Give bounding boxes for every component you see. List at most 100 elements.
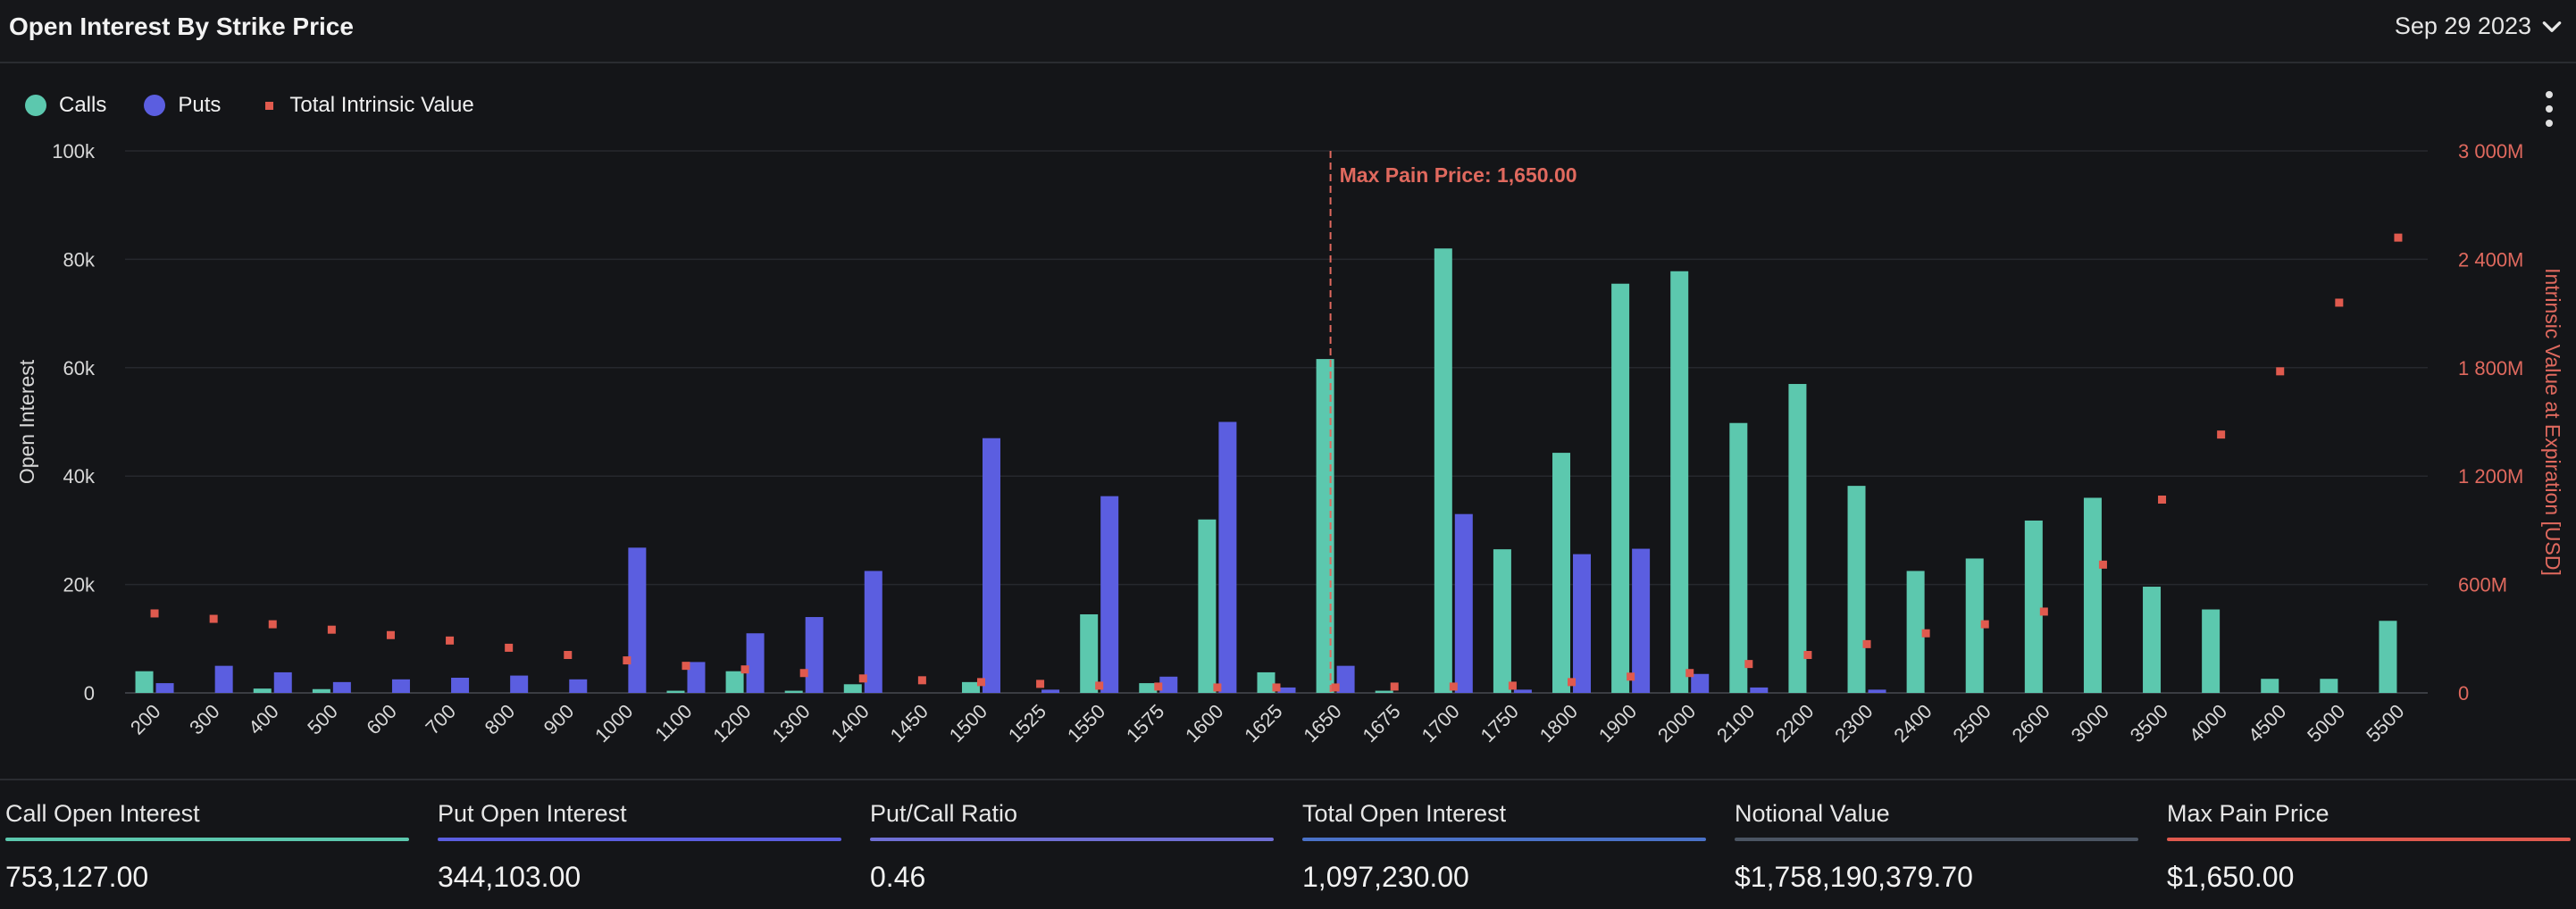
intrinsic-value-point bbox=[327, 625, 336, 634]
stat-label: Total Open Interest bbox=[1302, 800, 1507, 827]
x-tick-label: 1500 bbox=[945, 700, 991, 746]
stat-put-call-ratio: Put/Call Ratio 0.46 bbox=[870, 800, 1274, 894]
calls-bar bbox=[135, 671, 154, 693]
x-tick-label: 1800 bbox=[1535, 700, 1582, 746]
y2-tick-label: 0 bbox=[2458, 682, 2469, 705]
puts-bar bbox=[864, 571, 882, 693]
puts-bar bbox=[1100, 496, 1119, 693]
puts-bar bbox=[1336, 665, 1355, 693]
expiry-date-select[interactable]: Sep 29 2023 bbox=[2395, 13, 2563, 40]
intrinsic-value-point bbox=[1568, 678, 1577, 687]
x-tick-label: 1675 bbox=[1358, 700, 1404, 746]
x-tick-label: 200 bbox=[126, 700, 165, 739]
calls-bar bbox=[1434, 248, 1452, 693]
puts-bar bbox=[1277, 687, 1296, 693]
x-tick-label: 1400 bbox=[827, 700, 874, 746]
calls-bar bbox=[2024, 520, 2043, 693]
puts-bar bbox=[1218, 421, 1237, 693]
calls-bar bbox=[1788, 384, 1807, 693]
calls-bar bbox=[784, 690, 803, 693]
intrinsic-value-point bbox=[2098, 560, 2107, 569]
puts-bar bbox=[628, 547, 647, 693]
summary-stats: Call Open Interest 753,127.00 Put Open I… bbox=[0, 779, 2576, 909]
x-tick-label: 400 bbox=[244, 700, 283, 739]
intrinsic-value-point bbox=[1508, 681, 1517, 690]
chart-menu-button[interactable] bbox=[2542, 91, 2556, 127]
stat-underline bbox=[870, 838, 1274, 841]
intrinsic-value-point bbox=[1744, 660, 1753, 669]
x-tick-label: 1625 bbox=[1240, 700, 1286, 746]
intrinsic-value-point bbox=[799, 669, 808, 678]
intrinsic-value-point bbox=[209, 614, 218, 623]
calls-bar bbox=[2083, 497, 2102, 693]
intrinsic-value-point bbox=[1449, 682, 1458, 691]
stat-underline bbox=[438, 838, 841, 841]
calls-bar bbox=[2202, 609, 2221, 693]
x-tick-label: 1525 bbox=[1004, 700, 1050, 746]
intrinsic-value-point bbox=[1272, 683, 1281, 692]
intrinsic-value-point bbox=[1803, 651, 1812, 660]
intrinsic-value-point bbox=[976, 678, 985, 687]
puts-bar bbox=[1750, 687, 1769, 693]
puts-bar bbox=[1454, 513, 1473, 693]
calls-bar bbox=[961, 681, 980, 693]
x-tick-label: 3500 bbox=[2126, 700, 2172, 746]
intrinsic-value-point bbox=[2039, 607, 2048, 616]
x-tick-label: 1650 bbox=[1299, 700, 1345, 746]
calls-bar bbox=[2320, 679, 2338, 693]
puts-bar bbox=[1632, 548, 1651, 693]
kebab-dot-icon bbox=[2546, 120, 2553, 127]
puts-bar bbox=[1868, 689, 1886, 693]
stat-total-open-interest: Total Open Interest 1,097,230.00 bbox=[1302, 800, 1706, 894]
x-tick-label: 1550 bbox=[1063, 700, 1109, 746]
puts-bar bbox=[805, 617, 824, 693]
y-tick-label: 0 bbox=[84, 682, 95, 705]
puts-bar bbox=[391, 679, 410, 693]
stat-underline bbox=[1735, 838, 2138, 841]
y2-tick-label: 600M bbox=[2458, 574, 2507, 596]
intrinsic-value-point bbox=[2276, 367, 2285, 376]
stat-value: 753,127.00 bbox=[5, 861, 149, 893]
intrinsic-value-point bbox=[1862, 639, 1871, 648]
calls-bar bbox=[1493, 549, 1511, 693]
x-tick-label: 1750 bbox=[1476, 700, 1523, 746]
y-axis-title: Open Interest bbox=[15, 359, 38, 484]
intrinsic-value-point bbox=[623, 656, 631, 665]
x-tick-label: 2000 bbox=[1653, 700, 1700, 746]
puts-bar bbox=[982, 438, 1000, 693]
stat-put-open-interest: Put Open Interest 344,103.00 bbox=[438, 800, 841, 894]
stat-max-pain-price: Max Pain Price $1,650.00 bbox=[2167, 800, 2571, 894]
calls-bar bbox=[2261, 679, 2279, 693]
intrinsic-value-point bbox=[1627, 672, 1635, 681]
calls-bar bbox=[1139, 683, 1158, 693]
x-tick-label: 2600 bbox=[2008, 700, 2054, 746]
calls-bar bbox=[253, 688, 272, 693]
puts-bar bbox=[1513, 689, 1532, 693]
intrinsic-value-point bbox=[386, 630, 395, 639]
x-tick-label: 4000 bbox=[2185, 700, 2231, 746]
x-tick-label: 1575 bbox=[1122, 700, 1168, 746]
intrinsic-value-point bbox=[1685, 669, 1694, 678]
intrinsic-value-point bbox=[446, 636, 455, 645]
calls-bar bbox=[666, 690, 685, 693]
puts-bar bbox=[687, 662, 706, 693]
calls-bar bbox=[1611, 283, 1630, 693]
y2-tick-label: 1 200M bbox=[2458, 465, 2523, 488]
intrinsic-value-point bbox=[1036, 680, 1045, 688]
intrinsic-value-point bbox=[2394, 233, 2403, 242]
stat-label: Put Open Interest bbox=[438, 800, 627, 827]
calls-bar bbox=[1906, 571, 1925, 693]
puts-bar bbox=[214, 665, 233, 693]
stat-label: Max Pain Price bbox=[2167, 800, 2329, 827]
legend-item-intrinsic-value[interactable]: Total Intrinsic Value bbox=[258, 93, 474, 118]
calls-bar bbox=[1198, 519, 1217, 693]
intrinsic-value-point bbox=[1980, 620, 1989, 629]
x-tick-label: 1700 bbox=[1418, 700, 1464, 746]
x-tick-label: 600 bbox=[362, 700, 401, 739]
intrinsic-value-point bbox=[2335, 298, 2344, 307]
intrinsic-value-point bbox=[268, 620, 277, 629]
intrinsic-value-point bbox=[150, 609, 159, 618]
legend-item-puts[interactable]: Puts bbox=[144, 93, 221, 118]
legend-item-calls[interactable]: Calls bbox=[25, 93, 106, 118]
y2-tick-label: 3 000M bbox=[2458, 140, 2523, 163]
